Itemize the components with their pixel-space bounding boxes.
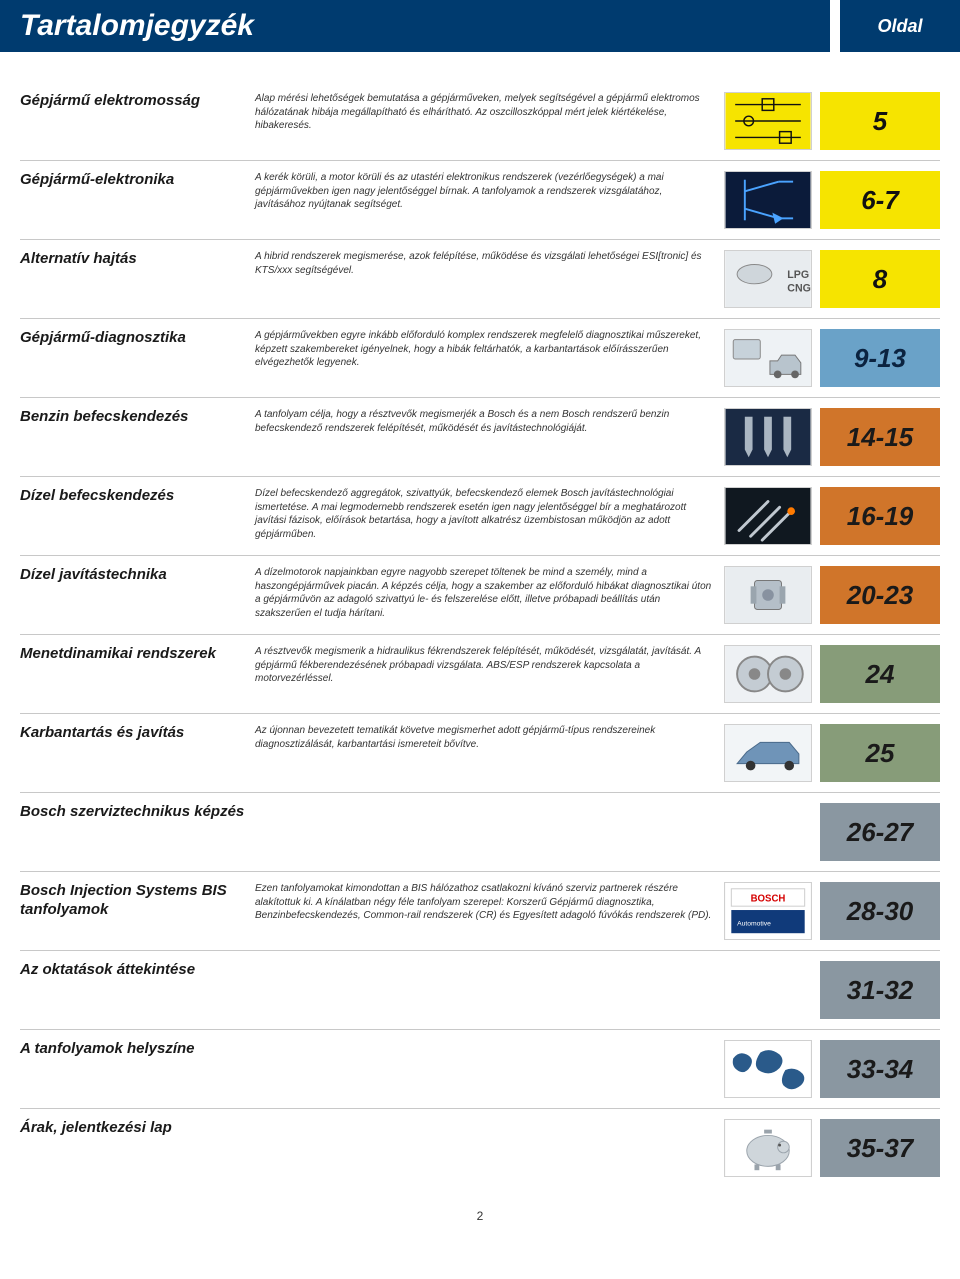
toc-row-thumb xyxy=(724,171,812,229)
toc-row-thumb xyxy=(724,92,812,150)
toc-row-thumb xyxy=(724,645,812,703)
toc-row: Gépjármű elektromosságAlap mérési lehető… xyxy=(20,82,940,160)
toc-row-title: Karbantartás és javítás xyxy=(20,724,255,782)
toc-row-title: A tanfolyamok helyszíne xyxy=(20,1040,255,1098)
toc-row-page: 33-34 xyxy=(820,1040,940,1098)
toc-row-thumb xyxy=(724,724,812,782)
toc-row-page: 28-30 xyxy=(820,882,940,940)
toc-row: Dízel befecskendezésDízel befecskendező … xyxy=(20,476,940,555)
toc-row-desc xyxy=(255,1119,724,1177)
toc-row-desc: Alap mérési lehetőségek bemutatása a gép… xyxy=(255,92,724,150)
toc-row-desc: A résztvevők megismerik a hidraulikus fé… xyxy=(255,645,724,703)
toc-row-desc xyxy=(255,803,724,861)
toc-row-page: 24 xyxy=(820,645,940,703)
svg-text:BOSCH: BOSCH xyxy=(751,893,786,904)
toc-row-title: Bosch Injection Systems BIS tanfolyamok xyxy=(20,882,255,940)
toc-row-desc: A dízelmotorok napjainkban egyre nagyobb… xyxy=(255,566,724,624)
header: Tartalomjegyzék Oldal xyxy=(0,0,960,52)
toc-row-desc: A kerék körüli, a motor körüli és az uta… xyxy=(255,171,724,229)
toc-row-page: 35-37 xyxy=(820,1119,940,1177)
svg-text:LPG: LPG xyxy=(787,269,809,281)
page-column-label: Oldal xyxy=(840,0,960,52)
toc-row-title: Dízel javítástechnika xyxy=(20,566,255,624)
toc-row-page: 31-32 xyxy=(820,961,940,1019)
toc-row: Bosch Injection Systems BIS tanfolyamokE… xyxy=(20,871,940,950)
toc-row-thumb xyxy=(724,487,812,545)
toc-row-desc xyxy=(255,961,724,1019)
toc-row-desc: A gépjárművekben egyre inkább előforduló… xyxy=(255,329,724,387)
toc-row: Gépjármű-diagnosztikaA gépjárművekben eg… xyxy=(20,318,940,397)
svg-text:CNG: CNG xyxy=(787,283,811,295)
toc-row-desc: A hibrid rendszerek megismerése, azok fe… xyxy=(255,250,724,308)
toc-row: Dízel javítástechnikaA dízelmotorok napj… xyxy=(20,555,940,634)
toc-row: Az oktatások áttekintése 31-32 xyxy=(20,950,940,1029)
toc-row-title: Gépjármű elektromosság xyxy=(20,92,255,150)
toc-row: Karbantartás és javításAz újonnan beveze… xyxy=(20,713,940,792)
toc-row-thumb xyxy=(724,329,812,387)
toc-row-page: 5 xyxy=(820,92,940,150)
toc-row: Árak, jelentkezési lap 35-37 xyxy=(20,1108,940,1187)
toc-row: Gépjármű-elektronikaA kerék körüli, a mo… xyxy=(20,160,940,239)
toc-row-page: 26-27 xyxy=(820,803,940,861)
toc-row-desc: A tanfolyam célja, hogy a résztvevők meg… xyxy=(255,408,724,466)
toc-row-page: 25 xyxy=(820,724,940,782)
toc-row-title: Bosch szerviztechnikus képzés xyxy=(20,803,255,861)
toc-row-title: Gépjármű-elektronika xyxy=(20,171,255,229)
toc-row-page: 6-7 xyxy=(820,171,940,229)
toc-row: Menetdinamikai rendszerekA résztvevők me… xyxy=(20,634,940,713)
header-gap xyxy=(830,0,840,52)
toc-row-desc: Dízel befecskendező aggregátok, szivatty… xyxy=(255,487,724,545)
toc-row: Benzin befecskendezésA tanfolyam célja, … xyxy=(20,397,940,476)
toc-row-title: Dízel befecskendezés xyxy=(20,487,255,545)
toc-row-desc: Ezen tanfolyamokat kimondottan a BIS hál… xyxy=(255,882,724,940)
toc-row-thumb xyxy=(724,1119,812,1177)
toc-row-desc xyxy=(255,1040,724,1098)
toc-row: A tanfolyamok helyszíne 33-34 xyxy=(20,1029,940,1108)
toc-row-thumb: BOSCH Automotive xyxy=(724,882,812,940)
toc-row-desc: Az újonnan bevezetett tematikát követve … xyxy=(255,724,724,782)
toc-body: Gépjármű elektromosságAlap mérési lehető… xyxy=(0,52,960,1197)
toc-row: Alternatív hajtásA hibrid rendszerek meg… xyxy=(20,239,940,318)
toc-row-thumb: LPG CNG xyxy=(724,250,812,308)
toc-row-title: Alternatív hajtás xyxy=(20,250,255,308)
toc-row-thumb xyxy=(724,408,812,466)
footer: 2 xyxy=(0,1197,960,1235)
toc-row-thumb xyxy=(724,961,812,1019)
toc-row-page: 16-19 xyxy=(820,487,940,545)
toc-row-page: 14-15 xyxy=(820,408,940,466)
toc-row-page: 9-13 xyxy=(820,329,940,387)
toc-row-thumb xyxy=(724,566,812,624)
toc-row-title: Benzin befecskendezés xyxy=(20,408,255,466)
toc-row: Bosch szerviztechnikus képzés 26-27 xyxy=(20,792,940,871)
toc-row-title: Gépjármű-diagnosztika xyxy=(20,329,255,387)
toc-row-thumb xyxy=(724,1040,812,1098)
toc-row-page: 8 xyxy=(820,250,940,308)
toc-row-title: Árak, jelentkezési lap xyxy=(20,1119,255,1177)
toc-row-title: Menetdinamikai rendszerek xyxy=(20,645,255,703)
toc-row-title: Az oktatások áttekintése xyxy=(20,961,255,1019)
svg-text:Automotive: Automotive xyxy=(737,920,771,927)
toc-row-thumb xyxy=(724,803,812,861)
toc-title: Tartalomjegyzék xyxy=(0,0,830,52)
toc-row-page: 20-23 xyxy=(820,566,940,624)
page-number: 2 xyxy=(477,1209,484,1223)
